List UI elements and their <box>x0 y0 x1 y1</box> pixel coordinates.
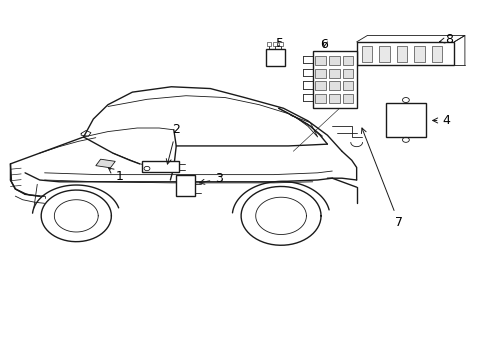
Bar <box>266 49 285 66</box>
Text: 3: 3 <box>199 172 223 185</box>
Text: 1: 1 <box>108 168 123 183</box>
Bar <box>328 94 339 103</box>
Bar <box>342 94 352 103</box>
Bar <box>328 69 339 78</box>
Text: 5: 5 <box>275 37 283 50</box>
Bar <box>342 81 352 90</box>
Bar <box>315 81 325 90</box>
Text: 7: 7 <box>361 128 402 229</box>
Bar <box>142 161 178 172</box>
Bar <box>176 175 194 196</box>
Text: 2: 2 <box>166 123 180 164</box>
Polygon shape <box>96 159 115 168</box>
Bar <box>312 51 356 108</box>
Text: 8: 8 <box>439 33 452 46</box>
Bar <box>266 42 270 46</box>
Bar <box>328 81 339 90</box>
Bar <box>272 42 276 46</box>
Text: 6: 6 <box>320 38 328 51</box>
Bar <box>356 42 453 65</box>
Text: 4: 4 <box>432 114 449 127</box>
Bar <box>431 46 442 62</box>
Bar <box>413 46 424 62</box>
Bar <box>378 46 389 62</box>
Bar <box>315 69 325 78</box>
Bar <box>342 69 352 78</box>
Bar <box>278 42 282 46</box>
Bar <box>396 46 407 62</box>
Bar <box>328 56 339 65</box>
Bar <box>315 56 325 65</box>
Bar <box>315 94 325 103</box>
Bar <box>361 46 371 62</box>
Bar <box>385 103 425 137</box>
Bar <box>342 56 352 65</box>
